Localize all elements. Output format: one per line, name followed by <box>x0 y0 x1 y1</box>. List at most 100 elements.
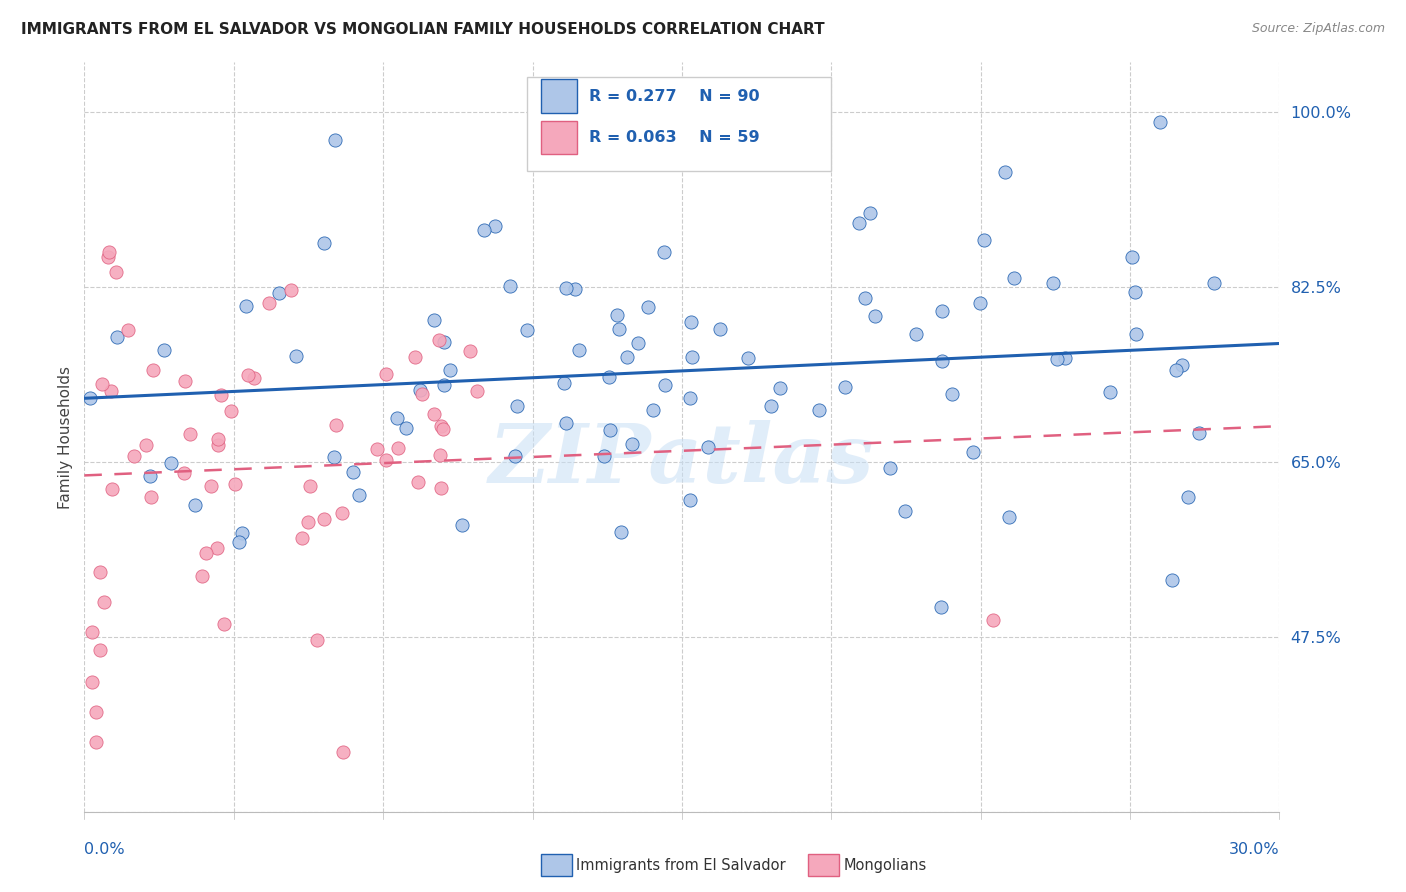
Point <box>325 133 347 147</box>
FancyBboxPatch shape <box>541 120 576 154</box>
Point <box>332 745 354 759</box>
Point <box>610 525 633 540</box>
Point <box>423 312 446 326</box>
Text: Source: ZipAtlas.com: Source: ZipAtlas.com <box>1251 22 1385 36</box>
Point <box>1046 351 1069 366</box>
Point <box>98 245 121 260</box>
Point <box>183 498 205 512</box>
Point <box>616 350 638 364</box>
Point <box>406 475 429 489</box>
Point <box>243 371 266 385</box>
Point <box>89 643 111 657</box>
Point <box>224 477 246 491</box>
Point <box>238 368 260 382</box>
Point <box>929 599 952 614</box>
Point <box>599 424 621 438</box>
Point <box>173 467 195 481</box>
Point <box>207 432 229 446</box>
Point <box>859 206 882 220</box>
Text: 0.0%: 0.0% <box>84 842 125 856</box>
Point <box>200 478 222 492</box>
Text: R = 0.063    N = 59: R = 0.063 N = 59 <box>589 130 759 145</box>
Point <box>759 399 782 413</box>
Point <box>654 378 676 392</box>
Text: 30.0%: 30.0% <box>1229 842 1279 856</box>
Point <box>82 674 104 689</box>
Point <box>679 315 702 329</box>
Point <box>285 349 308 363</box>
Point <box>709 322 731 336</box>
Point <box>1177 491 1199 505</box>
Point <box>450 517 472 532</box>
Point <box>105 265 128 279</box>
Point <box>347 487 370 501</box>
Point <box>160 456 183 470</box>
Point <box>82 624 104 639</box>
Point <box>257 295 280 310</box>
Point <box>228 535 250 549</box>
Point <box>555 416 578 430</box>
Point <box>962 444 984 458</box>
Point <box>291 532 314 546</box>
Point <box>433 378 456 392</box>
Point <box>969 296 991 310</box>
Text: R = 0.277    N = 90: R = 0.277 N = 90 <box>589 88 759 103</box>
Point <box>568 343 591 357</box>
Point <box>498 279 520 293</box>
Point <box>681 351 703 365</box>
Point <box>973 234 995 248</box>
Point <box>387 410 409 425</box>
Point <box>174 374 197 388</box>
Text: IMMIGRANTS FROM EL SALVADOR VS MONGOLIAN FAMILY HOUSEHOLDS CORRELATION CHART: IMMIGRANTS FROM EL SALVADOR VS MONGOLIAN… <box>21 22 825 37</box>
Point <box>89 565 111 579</box>
Point <box>1204 276 1226 290</box>
Point <box>404 351 426 365</box>
Point <box>905 327 928 342</box>
Point <box>191 568 214 582</box>
Point <box>1149 115 1171 129</box>
Point <box>1161 573 1184 587</box>
Text: Mongolians: Mongolians <box>844 858 927 872</box>
Point <box>342 465 364 479</box>
Point <box>86 735 108 749</box>
Point <box>374 367 396 381</box>
Point <box>323 450 346 464</box>
Point <box>374 453 396 467</box>
Point <box>848 216 870 230</box>
Point <box>433 335 456 350</box>
Point <box>1002 270 1025 285</box>
Point <box>432 422 454 436</box>
Point <box>142 363 165 377</box>
Point <box>637 300 659 314</box>
Point <box>807 402 830 417</box>
Point <box>1125 326 1147 341</box>
Point <box>853 291 876 305</box>
Point <box>863 309 886 323</box>
Point <box>86 705 108 719</box>
Point <box>430 418 453 433</box>
Point <box>101 482 124 496</box>
Point <box>834 380 856 394</box>
Point <box>894 504 917 518</box>
Point <box>607 322 630 336</box>
Point <box>387 441 409 455</box>
Point <box>429 448 451 462</box>
Point <box>941 387 963 401</box>
Point <box>652 244 675 259</box>
Point <box>769 381 792 395</box>
Point <box>280 284 302 298</box>
Point <box>411 387 433 401</box>
Point <box>179 426 201 441</box>
Point <box>105 330 128 344</box>
Point <box>484 219 506 233</box>
FancyBboxPatch shape <box>527 78 831 171</box>
Point <box>679 391 702 405</box>
Point <box>314 512 336 526</box>
Point <box>209 388 232 402</box>
Point <box>627 336 650 351</box>
Point <box>194 546 217 560</box>
Point <box>879 461 901 475</box>
Point <box>994 164 1017 178</box>
Point <box>135 437 157 451</box>
Text: ZIPatlas: ZIPatlas <box>489 419 875 500</box>
